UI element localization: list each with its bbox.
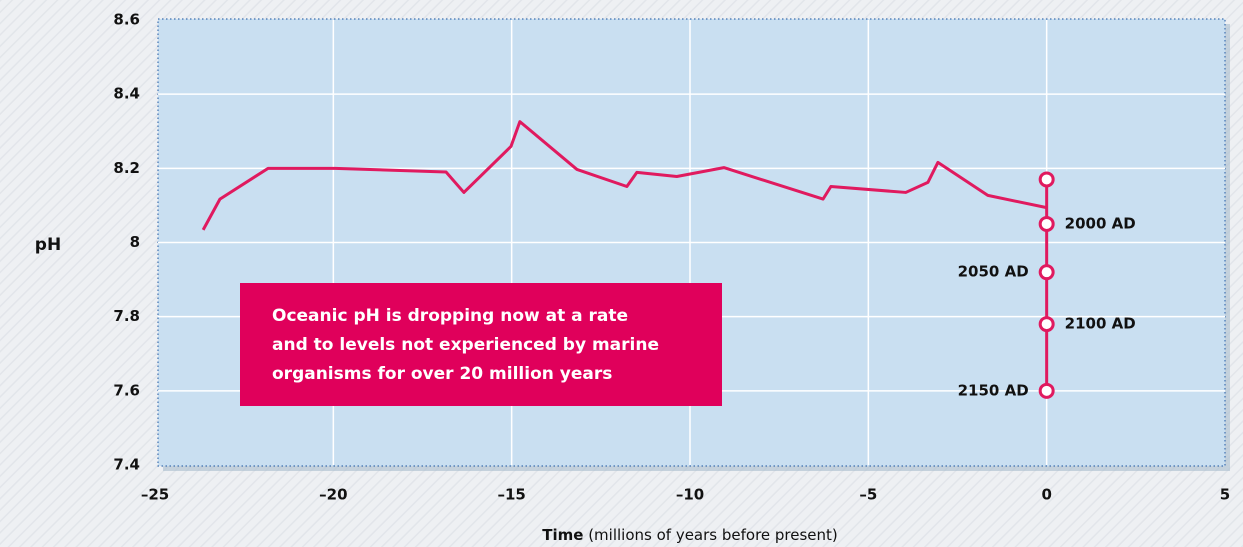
data-label: 2150 AD bbox=[958, 381, 1029, 399]
y-tick-label: 8.6 bbox=[113, 11, 140, 29]
line bbox=[201, 120, 1047, 231]
x-tick-label: –20 bbox=[319, 486, 347, 504]
x-tick-label: –5 bbox=[859, 486, 877, 504]
x-tick-label: –25 bbox=[141, 486, 169, 504]
point bbox=[1038, 382, 1055, 399]
annotation-line: organisms for over 20 million years bbox=[272, 364, 612, 384]
data-label: 2100 AD bbox=[1065, 315, 1136, 333]
point bbox=[1038, 316, 1055, 333]
y-tick-label: 8.4 bbox=[113, 85, 140, 103]
x-tick-label: –15 bbox=[497, 486, 525, 504]
point bbox=[1038, 264, 1055, 281]
x-tick-label: –10 bbox=[676, 486, 704, 504]
x-tick-label: 0 bbox=[1041, 486, 1051, 504]
y-tick-label: 7.8 bbox=[113, 307, 140, 325]
y-tick-label: 7.6 bbox=[113, 381, 140, 399]
data-label: 2000 AD bbox=[1065, 214, 1136, 232]
y-tick-label: 8 bbox=[130, 233, 140, 251]
x-tick-label: 5 bbox=[1220, 486, 1230, 504]
annotation-line: and to levels not experienced by marine bbox=[272, 335, 659, 355]
point bbox=[1038, 215, 1055, 232]
annotation-line: Oceanic pH is dropping now at a rate bbox=[272, 306, 628, 326]
data-label: 2050 AD bbox=[958, 263, 1029, 281]
x-axis-label: Time (millions of years before present) bbox=[542, 526, 838, 544]
y-tick-label: 7.4 bbox=[113, 456, 140, 474]
x-axis-label-rest: (millions of years before present) bbox=[588, 526, 838, 544]
y-tick-label: 8.2 bbox=[113, 159, 140, 177]
y-axis-label: pH bbox=[35, 235, 61, 255]
x-axis-label-bold: Time bbox=[542, 526, 583, 544]
annotation-box bbox=[240, 283, 722, 406]
point bbox=[1038, 171, 1055, 188]
